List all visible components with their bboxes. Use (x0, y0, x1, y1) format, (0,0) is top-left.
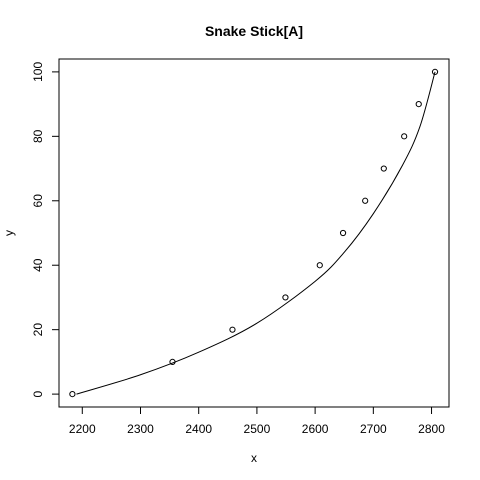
x-axis-label: x (251, 451, 257, 465)
data-point (401, 133, 408, 140)
chart-title: Snake Stick[A] (205, 23, 303, 39)
y-tick-label: 80 (31, 129, 45, 143)
y-tick-label: 100 (31, 62, 45, 82)
data-point (431, 68, 439, 75)
x-tick-label: 2200 (69, 422, 96, 436)
y-axis: 0 20 40 60 80 100 (31, 62, 59, 397)
data-point (415, 101, 422, 108)
x-tick-label: 2400 (185, 422, 212, 436)
x-tick-label: 2600 (302, 422, 329, 436)
y-tick-label: 40 (31, 258, 45, 272)
data-points-layer (69, 68, 439, 398)
fit-curve-layer (76, 71, 436, 395)
data-point (380, 165, 387, 172)
plot-frame (58, 58, 450, 408)
x-tick-label: 2300 (127, 422, 154, 436)
y-tick-label: 20 (31, 323, 45, 337)
data-point (282, 294, 289, 301)
y-tick-label: 60 (31, 194, 45, 208)
data-point (362, 197, 369, 204)
y-axis-label: y (2, 230, 16, 236)
x-tick-label: 2800 (418, 422, 445, 436)
x-tick-label: 2500 (244, 422, 271, 436)
data-point (69, 391, 76, 398)
fit-curve (76, 71, 436, 395)
x-axis: 2200 2300 2400 2500 2600 2700 2800 (69, 407, 445, 436)
x-tick-label: 2700 (360, 422, 387, 436)
y-tick-label: 0 (31, 390, 45, 397)
data-point (316, 262, 323, 269)
data-point (169, 358, 176, 365)
data-point (339, 229, 347, 237)
data-point (229, 326, 236, 333)
